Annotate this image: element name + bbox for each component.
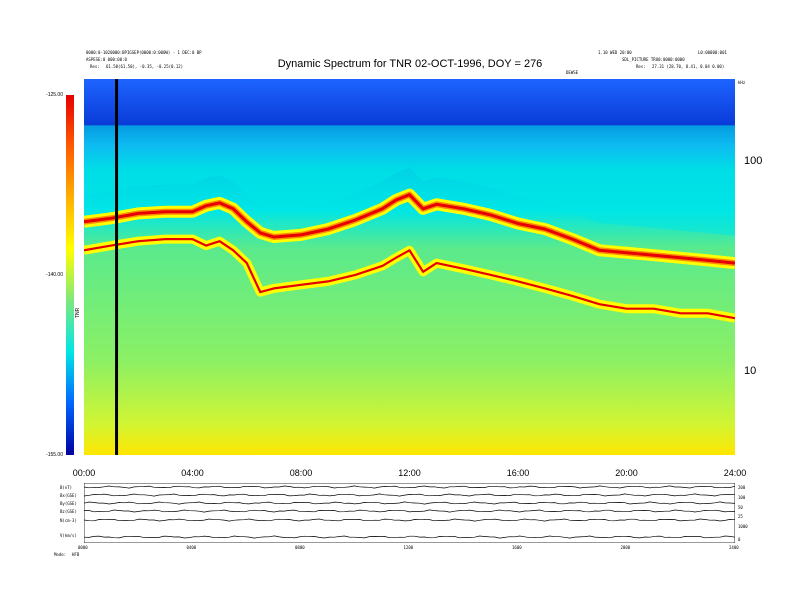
header-info-line2: ASPESE:0 000:00:0 bbox=[86, 57, 127, 62]
aux-label-4: N(cm-3) bbox=[60, 518, 77, 523]
colorbar-mid-label: -140.00 bbox=[46, 272, 63, 278]
x-tick-label: 04:00 bbox=[181, 468, 204, 478]
aux-label-0: B(nT) bbox=[60, 485, 73, 490]
header-res-label: Res: bbox=[90, 64, 100, 69]
aux-series-line bbox=[84, 518, 735, 522]
x-tick-label: 12:00 bbox=[398, 468, 421, 478]
aux-label-2: By(GSE) bbox=[60, 501, 77, 506]
aux-x-tick-label: 0000 bbox=[78, 545, 88, 550]
aux-frame bbox=[84, 483, 735, 543]
aux-x-tick-label: 0400 bbox=[186, 545, 197, 550]
aux-right-tick-5: 0 bbox=[738, 537, 741, 542]
colorbar bbox=[66, 95, 74, 455]
y-tick-100: 100 bbox=[744, 155, 763, 168]
aux-lines bbox=[84, 485, 735, 539]
aux-right-tick-0: 200 bbox=[738, 485, 746, 490]
header-right-line3: SDL_PICTURE TRU0:0000:0000 bbox=[622, 57, 685, 62]
aux-mode-value: HFB bbox=[72, 552, 80, 557]
header-res-value: 61.50(61.50), -0.35, -0.25(0.12) bbox=[106, 64, 184, 69]
colorbar-bottom-label: -155.00 bbox=[46, 452, 63, 458]
unit-label: kHz bbox=[738, 80, 746, 85]
x-tick-label: 08:00 bbox=[289, 468, 313, 478]
aux-series-line bbox=[84, 535, 735, 539]
x-tick-label: 16:00 bbox=[506, 468, 530, 478]
aux-label-1: Bx(GSE) bbox=[60, 493, 77, 498]
header-center-small: DEWSE bbox=[566, 70, 579, 75]
chart-title: Dynamic Spectrum for TNR 02-OCT-1996, DO… bbox=[277, 58, 543, 70]
aux-right-tick-3: 25 bbox=[738, 514, 743, 519]
aux-x-tick-label: 1200 bbox=[403, 545, 414, 550]
cyan-region bbox=[84, 125, 735, 236]
aux-panel bbox=[84, 483, 735, 543]
x-tick-label: 20:00 bbox=[615, 468, 638, 478]
aux-x-tick-label: 2400 bbox=[729, 545, 739, 550]
x-tick-label: 24:00 bbox=[723, 468, 747, 478]
plasma-band-lower-core bbox=[84, 238, 735, 320]
aux-series-line bbox=[84, 485, 735, 489]
aux-label-5: V(km/s) bbox=[60, 533, 77, 538]
colorbar-axis-label: TNR bbox=[75, 307, 81, 318]
aux-label-3: Bz(GSE) bbox=[60, 509, 77, 514]
aux-series-line bbox=[84, 509, 735, 513]
plasma-layer bbox=[84, 125, 735, 323]
header-right-res-value: 27.31 (28.70, 8.41, 0.04 0.00) bbox=[652, 64, 725, 69]
header-info-line1: 0000:0-1020000:BPIGSEP(0000:0:000W) - 1 … bbox=[86, 50, 202, 55]
aux-series-line bbox=[84, 493, 735, 497]
colorbar-top-label: -125.00 bbox=[46, 92, 63, 98]
header-right-res-label: Res: bbox=[636, 64, 646, 69]
plasma-band-upper-core bbox=[84, 193, 735, 265]
aux-series-line bbox=[84, 501, 735, 505]
header-right-line2: L0:00000:001 bbox=[698, 50, 727, 55]
spectrogram bbox=[84, 79, 735, 455]
aux-x-tick-label: 0800 bbox=[295, 545, 305, 550]
aux-x-tick-label: 1600 bbox=[512, 545, 522, 550]
y-tick-10: 10 bbox=[744, 364, 757, 377]
aux-x-tick-label: 2000 bbox=[620, 545, 631, 550]
header-right-line1: 1.10 WED 20:00 bbox=[598, 50, 632, 55]
spectrogram-svg bbox=[84, 79, 735, 455]
aux-mode-label: Mode: bbox=[54, 552, 67, 557]
aux-right-tick-2: 50 bbox=[738, 505, 743, 510]
aux-right-tick-4: 1000 bbox=[738, 524, 748, 529]
aux-right-tick-1: 100 bbox=[738, 495, 746, 500]
x-tick-label: 00:00 bbox=[72, 468, 96, 478]
